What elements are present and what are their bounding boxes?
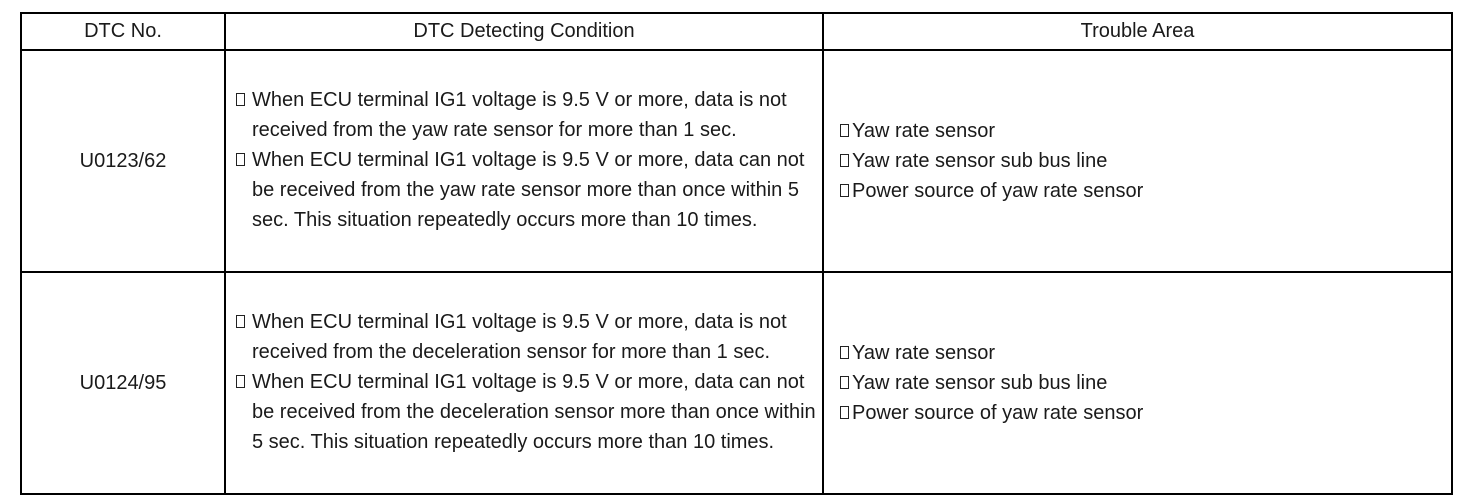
header-condition: DTC Detecting Condition: [224, 12, 824, 51]
area-item: Yaw rate sensor: [840, 338, 1451, 368]
header-row: DTC No. DTC Detecting Condition Trouble …: [20, 12, 1453, 51]
area-text: Yaw rate sensor sub bus line: [852, 150, 1108, 172]
area-item: Yaw rate sensor: [840, 116, 1451, 146]
checkbox-icon: [840, 346, 849, 359]
condition-text: When ECU terminal IG1 voltage is 9.5 V o…: [252, 371, 816, 453]
checkbox-icon: [236, 153, 245, 166]
condition-item: When ECU terminal IG1 voltage is 9.5 V o…: [236, 85, 822, 145]
condition-cell: When ECU terminal IG1 voltage is 9.5 V o…: [224, 271, 824, 495]
condition-cell: When ECU terminal IG1 voltage is 9.5 V o…: [224, 49, 824, 273]
table-row: U0123/62 When ECU terminal IG1 voltage i…: [20, 49, 1453, 273]
area-item: Yaw rate sensor sub bus line: [840, 368, 1451, 398]
area-text: Yaw rate sensor: [852, 342, 996, 364]
checkbox-icon: [840, 406, 849, 419]
checkbox-icon: [236, 315, 245, 328]
condition-text: When ECU terminal IG1 voltage is 9.5 V o…: [252, 89, 787, 141]
area-item: Power source of yaw rate sensor: [840, 398, 1451, 428]
area-item: Power source of yaw rate sensor: [840, 176, 1451, 206]
table-row: U0124/95 When ECU terminal IG1 voltage i…: [20, 271, 1453, 495]
area-text: Power source of yaw rate sensor: [852, 402, 1144, 424]
checkbox-icon: [840, 184, 849, 197]
condition-text: When ECU terminal IG1 voltage is 9.5 V o…: [252, 311, 787, 363]
condition-item: When ECU terminal IG1 voltage is 9.5 V o…: [236, 367, 822, 457]
condition-item: When ECU terminal IG1 voltage is 9.5 V o…: [236, 145, 822, 235]
checkbox-icon: [840, 376, 849, 389]
checkbox-icon: [236, 93, 245, 106]
area-item: Yaw rate sensor sub bus line: [840, 146, 1451, 176]
area-text: Power source of yaw rate sensor: [852, 180, 1144, 202]
dtc-table: DTC No. DTC Detecting Condition Trouble …: [20, 12, 1453, 495]
dtc-code: U0124/95: [20, 271, 226, 495]
area-text: Yaw rate sensor: [852, 120, 996, 142]
condition-item: When ECU terminal IG1 voltage is 9.5 V o…: [236, 307, 822, 367]
header-trouble-area: Trouble Area: [822, 12, 1453, 51]
checkbox-icon: [840, 154, 849, 167]
dtc-code: U0123/62: [20, 49, 226, 273]
header-dtc-no: DTC No.: [20, 12, 226, 51]
trouble-area-cell: Yaw rate sensor Yaw rate sensor sub bus …: [822, 49, 1453, 273]
area-text: Yaw rate sensor sub bus line: [852, 372, 1108, 394]
condition-text: When ECU terminal IG1 voltage is 9.5 V o…: [252, 149, 805, 231]
checkbox-icon: [840, 124, 849, 137]
checkbox-icon: [236, 375, 245, 388]
trouble-area-cell: Yaw rate sensor Yaw rate sensor sub bus …: [822, 271, 1453, 495]
